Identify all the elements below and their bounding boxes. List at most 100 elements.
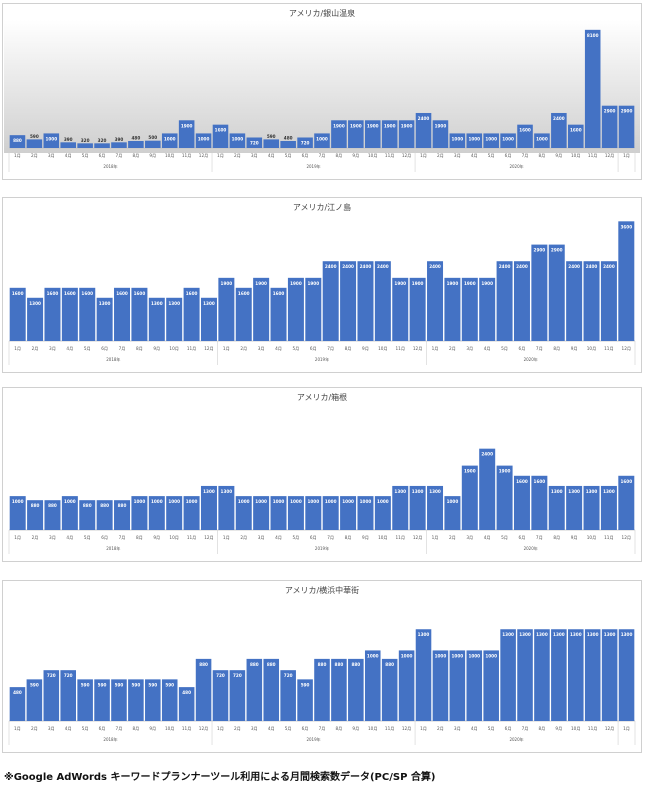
bar	[195, 658, 212, 721]
bar	[466, 133, 483, 148]
data-label: 1600	[12, 291, 24, 296]
month-tick-label: 11月	[604, 535, 614, 541]
month-tick-label: 9月	[362, 535, 369, 541]
chart-panel-yokohama-chinatown: アメリカ/横浜中華街 480 1月 590 2月 720 3月 720 4月 590 5月 590 6月…	[2, 580, 642, 753]
data-label: 1900	[401, 123, 413, 128]
bar	[618, 105, 635, 148]
bar	[517, 629, 533, 721]
data-label: 1300	[394, 489, 406, 494]
bar	[513, 475, 530, 530]
month-tick-label: 10月	[165, 153, 175, 159]
month-tick-label: 2月	[449, 346, 456, 352]
data-label: 2900	[534, 248, 546, 253]
month-tick-label: 3月	[258, 535, 265, 541]
bar	[449, 133, 466, 148]
data-label: 880	[385, 662, 394, 667]
bar	[297, 679, 313, 721]
bar	[381, 120, 398, 148]
bar	[566, 485, 583, 530]
bar	[26, 679, 43, 721]
month-tick-label: 6月	[310, 346, 317, 352]
chart-svg-hakone: アメリカ/箱根 1000 1月 880 2月 880 3月 1000 4月 880 5月 880 6月 8…	[8, 392, 636, 554]
bar	[161, 679, 178, 721]
data-label: 1900	[464, 469, 476, 474]
month-tick-label: 12月	[199, 726, 209, 732]
data-label: 1300	[570, 632, 582, 637]
bar	[145, 140, 161, 148]
bar	[218, 485, 235, 530]
month-tick-label: 1月	[420, 726, 427, 732]
month-tick-label: 3月	[49, 346, 56, 352]
bar	[166, 496, 183, 530]
bar	[61, 287, 78, 341]
data-label: 1000	[468, 653, 480, 658]
month-tick-label: 3月	[48, 153, 55, 159]
bar	[148, 297, 165, 341]
month-tick-label: 5月	[488, 726, 495, 732]
data-label: 1000	[255, 499, 267, 504]
month-tick-label: 8月	[335, 726, 342, 732]
data-label: 1600	[186, 291, 198, 296]
bar	[534, 629, 550, 721]
bar	[548, 485, 565, 530]
data-label: 1000	[316, 136, 328, 141]
month-tick-label: 4月	[268, 153, 275, 159]
data-label: 1000	[325, 499, 337, 504]
data-label: 1600	[238, 291, 250, 296]
month-tick-label: 8月	[553, 346, 560, 352]
bar	[270, 287, 287, 341]
bar	[229, 133, 246, 148]
data-label: 1900	[384, 123, 396, 128]
bar	[479, 277, 496, 341]
data-label: 1900	[435, 123, 447, 128]
month-tick-label: 5月	[292, 346, 299, 352]
data-label: 1000	[307, 499, 319, 504]
data-label: 1900	[394, 281, 406, 286]
data-label: 2900	[551, 248, 563, 253]
month-tick-label: 11月	[588, 153, 598, 159]
data-label: 1300	[168, 301, 180, 306]
data-label: 1000	[134, 499, 146, 504]
bar	[500, 629, 516, 721]
bar	[531, 475, 548, 530]
bar	[583, 485, 600, 530]
month-tick-label: 7月	[536, 535, 543, 541]
month-tick-label: 7月	[319, 153, 326, 159]
month-tick-label: 5月	[292, 535, 299, 541]
data-label: 1900	[307, 281, 319, 286]
year-tick-label: 2018年	[106, 545, 120, 551]
month-tick-label: 10月	[169, 535, 179, 541]
data-label: 8100	[587, 33, 599, 38]
data-label: 1900	[221, 281, 233, 286]
bar	[568, 124, 584, 148]
month-tick-label: 9月	[149, 726, 156, 732]
month-tick-label: 10月	[169, 346, 179, 352]
data-label: 1000	[367, 653, 379, 658]
data-label: 1000	[485, 653, 497, 658]
data-label: 1300	[519, 632, 531, 637]
bar	[618, 629, 635, 721]
bar	[287, 496, 304, 530]
month-tick-label: 5月	[501, 535, 508, 541]
data-label: 2400	[418, 116, 430, 121]
data-label: 1300	[203, 301, 215, 306]
chart-title: アメリカ/江ノ島	[293, 202, 351, 212]
bar	[551, 629, 567, 721]
bar	[166, 297, 183, 341]
bar	[409, 277, 426, 341]
bar	[348, 120, 364, 148]
month-tick-label: 6月	[505, 153, 512, 159]
bar	[381, 658, 398, 721]
data-label: 590	[267, 134, 276, 139]
data-label: 3600	[620, 224, 632, 229]
data-label: 390	[115, 137, 124, 142]
data-label: 1300	[536, 632, 548, 637]
month-tick-label: 2月	[449, 535, 456, 541]
bar	[340, 261, 357, 341]
year-tick-label: 2020年	[509, 163, 523, 169]
bar	[618, 221, 635, 341]
month-tick-label: 12月	[402, 726, 412, 732]
month-tick-label: 12月	[605, 153, 615, 159]
data-label: 1600	[215, 128, 227, 133]
bar	[131, 496, 148, 530]
